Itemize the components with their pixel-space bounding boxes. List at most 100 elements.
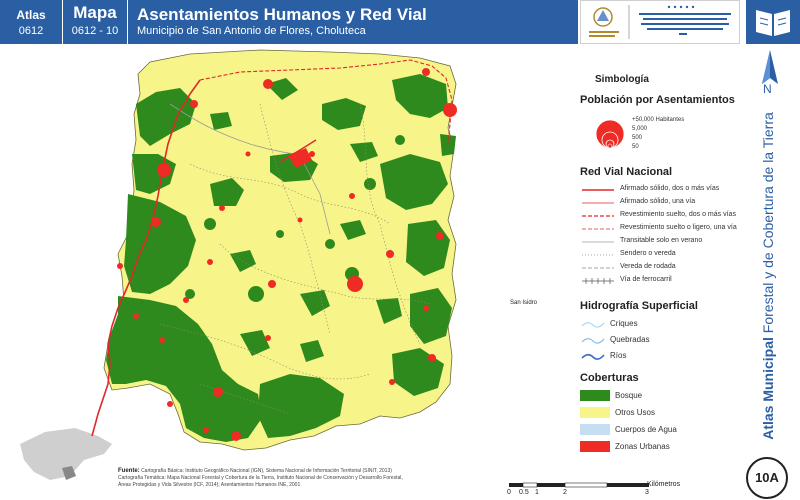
road-legend-row: Afirmado sólido, dos o más vías (580, 184, 750, 196)
map-subtitle: Municipio de San Antonio de Flores, Chol… (137, 25, 366, 37)
institution-logos (580, 0, 740, 44)
urban-zone (288, 148, 312, 168)
map-code: 0612 - 10 (71, 25, 119, 37)
government-seal-logo (589, 5, 731, 39)
road-symbol-icon (582, 241, 614, 243)
road-symbol-icon (582, 189, 614, 191)
forest-cover (106, 74, 456, 442)
road-legend-row: Transitable solo en verano (580, 236, 750, 248)
urban-road-segment (279, 139, 317, 163)
road-legend-label: Transitable solo en verano (620, 237, 703, 244)
land-cover-legend-row: Otros Usos (580, 407, 750, 421)
north-label: N (763, 82, 772, 96)
road-legend-label: Afirmado sólido, dos o más vías (620, 185, 720, 192)
road-legend-row: Sendero o vereda (580, 249, 750, 261)
road-legend-label: Vía de ferrocarril (620, 276, 672, 283)
population-label-5000: 5,000 (632, 126, 648, 132)
population-label-500: 500 (632, 135, 643, 141)
road-symbol-icon (582, 215, 614, 217)
land-cover-legend-label: Zonas Urbanas (615, 442, 670, 451)
road-legend-row: Afirmado sólido, una vía (580, 197, 750, 209)
scale-bar-graphic (509, 482, 649, 488)
hydrography-legend-row: Ríos (580, 349, 750, 363)
land-cover-legend-label: Cuerpos de Agua (615, 425, 677, 434)
map-sources: Fuente: Cartografía Básica: Instituto Ge… (118, 468, 498, 489)
road-network-heading: Red Vial Nacional (580, 166, 673, 178)
population-label-50000: +50,000 Habitantes (632, 117, 685, 123)
road-legend-label: Vereda de rodada (620, 263, 676, 270)
water-line-icon (581, 353, 605, 360)
land-cover-legend-row: Cuerpos de Agua (580, 424, 750, 438)
land-cover-swatch (580, 390, 610, 401)
sources-line-3: Áreas Protegidas y Vida Silvestre (ICF, … (118, 482, 301, 488)
map-legend: Simbología Población por Asentamientos +… (580, 70, 750, 470)
sources-line-2: Cartografía Temática: Mapa Nacional Fore… (118, 475, 403, 481)
road-legend-row: Revestimiento suelto, dos o más vías (580, 210, 750, 222)
population-label-50: 50 (632, 144, 639, 150)
road-legend-row: Revestimiento suelto o ligero, una vía (580, 223, 750, 235)
scale-tick-0: 0 (507, 489, 511, 496)
road-legend-label: Revestimiento suelto o ligero, una vía (620, 224, 737, 231)
municipality-map (20, 49, 457, 480)
road-legend-label: Revestimiento suelto, dos o más vías (620, 211, 736, 218)
scale-bar: Kilómetros 0 0.5 1 2 3 (505, 474, 680, 500)
road-legend-label: Afirmado sólido, una vía (620, 198, 696, 205)
scale-tick-3: 3 (645, 489, 649, 496)
land-cover-swatch (580, 441, 610, 452)
road-legend-row: Vereda de rodada (580, 262, 750, 274)
map-title: Asentamientos Humanos y Red Vial (137, 5, 427, 24)
title-cell: Asentamientos Humanos y Red Vial Municip… (137, 0, 567, 44)
main-paved-road (91, 79, 201, 437)
road-legend-label: Sendero o vereda (620, 250, 676, 257)
legend-title: Simbología (595, 74, 649, 85)
land-cover-legend-label: Otros Usos (615, 408, 656, 417)
hydrography-heading: Hidrografía Superficial (580, 300, 698, 312)
trails (159, 103, 431, 415)
land-cover-legend-label: Bosque (615, 391, 643, 400)
vertical-atlas-title: Atlas Municipal Forestal y de Cobertura … (748, 112, 788, 448)
header-bar (0, 0, 578, 44)
sources-heading: Fuente: (118, 468, 140, 474)
land-cover-swatch (580, 424, 610, 435)
land-cover-swatch (580, 407, 610, 418)
map-number-cell: Mapa 0612 - 10 (63, 0, 128, 44)
hydrography-legend-label: Ríos (610, 351, 627, 360)
hydrography-legend-row: Criques (580, 317, 750, 331)
scale-tick-0-5: 0.5 (519, 489, 529, 496)
hydrography-legend-label: Criques (610, 319, 638, 328)
atlas-label: Atlas (16, 8, 46, 22)
vertical-title-bold: Atlas Municipal (760, 337, 776, 440)
land-cover-legend-row: Bosque (580, 390, 750, 404)
map-sheet-badge: 10A (746, 457, 788, 499)
atlas-code: 0612 (18, 25, 44, 37)
road-symbol-icon (582, 267, 614, 269)
land-cover-heading: Coberturas (580, 372, 639, 384)
road-symbol-icon (582, 254, 614, 256)
hydrography-legend-label: Quebradas (610, 335, 650, 344)
country-inset-map (20, 428, 112, 480)
open-book-icon (756, 10, 790, 36)
road-symbol-icon (582, 278, 614, 284)
road-symbol-icon (582, 202, 614, 204)
map-header: Atlas 0612 Mapa 0612 - 10 Asentamientos … (0, 0, 800, 44)
road-symbol-icon (582, 228, 614, 230)
summer-roads (169, 103, 331, 235)
population-symbol-icon (595, 119, 625, 149)
atlas-book-logo (746, 0, 800, 44)
scale-tick-1: 1 (535, 489, 539, 496)
map-label: Mapa (73, 3, 117, 22)
road-legend-row: Vía de ferrocarril (580, 275, 750, 287)
north-arrow-icon (762, 50, 778, 84)
water-line-icon (581, 322, 605, 328)
population-heading: Población por Asentamientos (580, 94, 735, 106)
scale-tick-2: 2 (563, 489, 567, 496)
settlements (117, 68, 457, 441)
vertical-title-rest: Forestal y de Cobertura de la Tierra (760, 112, 776, 338)
atlas-cell: Atlas 0612 (0, 0, 63, 44)
hydrography-legend-row: Quebradas (580, 333, 750, 347)
water-line-icon (581, 338, 605, 344)
sources-line-1: Cartografía Básica: Instituto Geográfico… (141, 468, 392, 474)
scale-unit: Kilómetros (647, 481, 681, 488)
land-cover-legend-row: Zonas Urbanas (580, 441, 750, 455)
place-label-san-isidro: San Isidro (510, 300, 538, 306)
